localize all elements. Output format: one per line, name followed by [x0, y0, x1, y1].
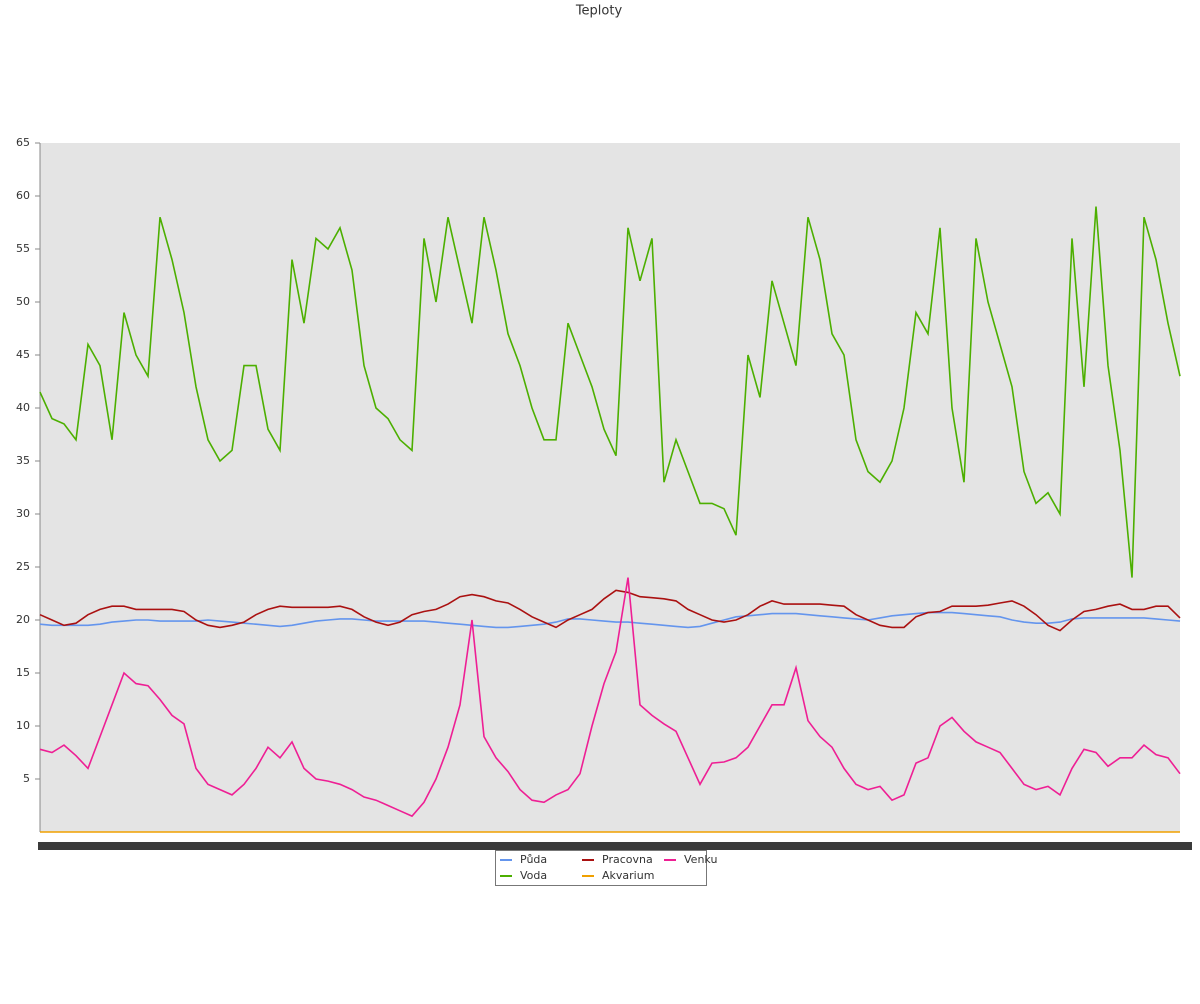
legend-label: Akvarium	[602, 869, 654, 882]
legend-label: Pracovna	[602, 853, 653, 866]
chart-title: Teploty	[575, 4, 623, 19]
y-tick-label: 50	[16, 295, 30, 308]
y-tick-label: 20	[16, 613, 30, 626]
y-tick-label: 30	[16, 507, 30, 520]
series-line	[39, 589, 1181, 632]
legend-label: Půda	[520, 853, 547, 866]
y-tick-label: 5	[23, 772, 30, 785]
series-line	[39, 577, 1181, 818]
y-tick-label: 35	[16, 454, 30, 467]
legend-label: Venku	[684, 853, 717, 866]
plot-area	[40, 143, 1180, 832]
series-line	[39, 206, 1181, 578]
legend	[495, 850, 707, 886]
y-tick-label: 60	[16, 189, 30, 202]
x-axis-labels-band	[38, 842, 1192, 850]
y-tick-label: 55	[16, 242, 30, 255]
legend-label: Voda	[520, 869, 547, 882]
y-tick-label: 40	[16, 401, 30, 414]
y-tick-label: 45	[16, 348, 30, 361]
y-tick-label: 15	[16, 666, 30, 679]
y-tick-label: 65	[16, 136, 30, 149]
series-line	[39, 611, 1181, 629]
y-tick-label: 25	[16, 560, 30, 573]
y-tick-label: 10	[16, 719, 30, 732]
